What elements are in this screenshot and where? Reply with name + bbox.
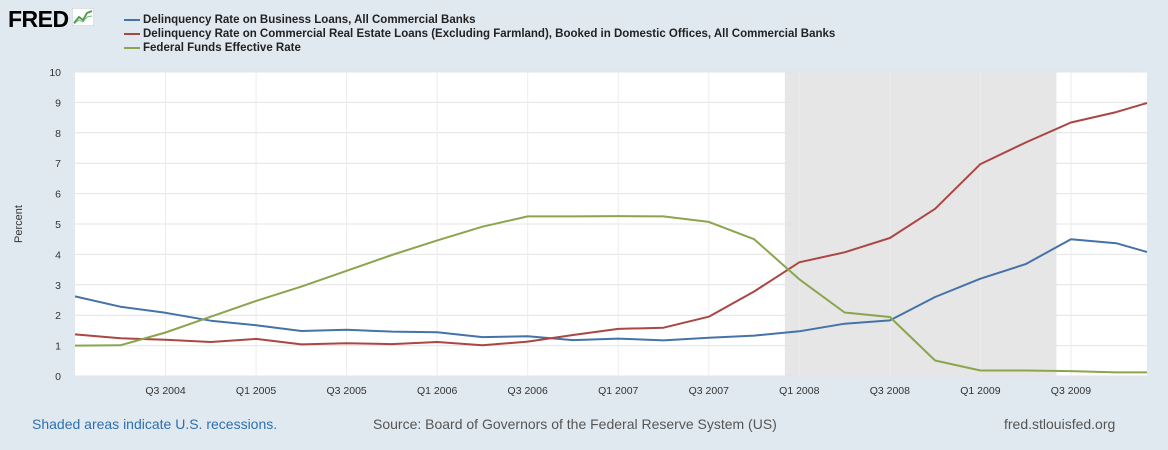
- y-tick-label: 7: [55, 158, 61, 170]
- legend-item-commercial-real-estate[interactable]: Delinquency Rate on Commercial Real Esta…: [124, 27, 835, 41]
- gridlines: [75, 71, 1147, 377]
- y-tick-label: 6: [55, 189, 61, 201]
- series-line-commercial-real-estate[interactable]: [74, 102, 1148, 347]
- x-tick-label: Q3 2009: [1051, 385, 1091, 397]
- source-text: Source: Board of Governors of the Federa…: [373, 416, 777, 432]
- x-tick-label: Q3 2004: [145, 385, 185, 397]
- x-tick-label: Q1 2008: [779, 385, 819, 397]
- fred-logo-text: FRED: [8, 6, 69, 32]
- legend-item-fed-funds[interactable]: Federal Funds Effective Rate: [124, 41, 835, 55]
- legend-swatch-fed-funds: [124, 47, 140, 49]
- y-tick-label: 1: [55, 341, 61, 353]
- legend-swatch-business-loans: [124, 19, 140, 21]
- x-tick-label: Q3 2008: [870, 385, 910, 397]
- y-axis-ticks: 0 1 2 3 4 5 6 7 8 9 10: [49, 67, 61, 383]
- legend-swatch-commercial-real-estate: [124, 33, 140, 35]
- recession-note-link[interactable]: Shaded areas indicate U.S. recessions.: [32, 416, 278, 432]
- legend-item-business-loans[interactable]: Delinquency Rate on Business Loans, All …: [124, 13, 835, 27]
- y-tick-label: 2: [55, 310, 61, 322]
- x-tick-label: Q1 2005: [236, 385, 276, 397]
- fred-logo[interactable]: FRED: [8, 6, 94, 33]
- y-axis-title: Percent: [13, 205, 25, 243]
- series-line-fed-funds[interactable]: [74, 215, 1147, 374]
- x-tick-label: Q1 2007: [598, 385, 638, 397]
- legend-label: Federal Funds Effective Rate: [143, 42, 301, 54]
- series-line-business-loans[interactable]: [74, 238, 1148, 342]
- x-axis-ticks: Q3 2004 Q1 2005 Q3 2005 Q1 2006 Q3 2006 Q1 20…: [145, 385, 1091, 397]
- y-tick-label: 8: [55, 128, 61, 140]
- x-tick-label: Q1 2009: [960, 385, 1000, 397]
- x-tick-label: Q1 2006: [417, 385, 457, 397]
- site-link[interactable]: fred.stlouisfed.org: [1004, 416, 1116, 432]
- graph-icon: [71, 8, 94, 26]
- x-tick-label: Q3 2005: [326, 385, 366, 397]
- legend-label: Delinquency Rate on Commercial Real Esta…: [143, 28, 836, 40]
- y-tick-label: 4: [55, 249, 61, 261]
- y-tick-label: 3: [55, 280, 61, 292]
- legend: Delinquency Rate on Business Loans, All …: [124, 13, 835, 55]
- y-tick-label: 0: [55, 371, 61, 383]
- legend-label: Delinquency Rate on Business Loans, All …: [143, 14, 476, 26]
- series-lines: [74, 102, 1148, 374]
- y-tick-label: 5: [55, 219, 61, 231]
- x-tick-label: Q3 2007: [689, 385, 729, 397]
- y-tick-label: 9: [55, 97, 61, 109]
- y-tick-label: 10: [49, 67, 61, 79]
- x-tick-label: Q3 2006: [508, 385, 548, 397]
